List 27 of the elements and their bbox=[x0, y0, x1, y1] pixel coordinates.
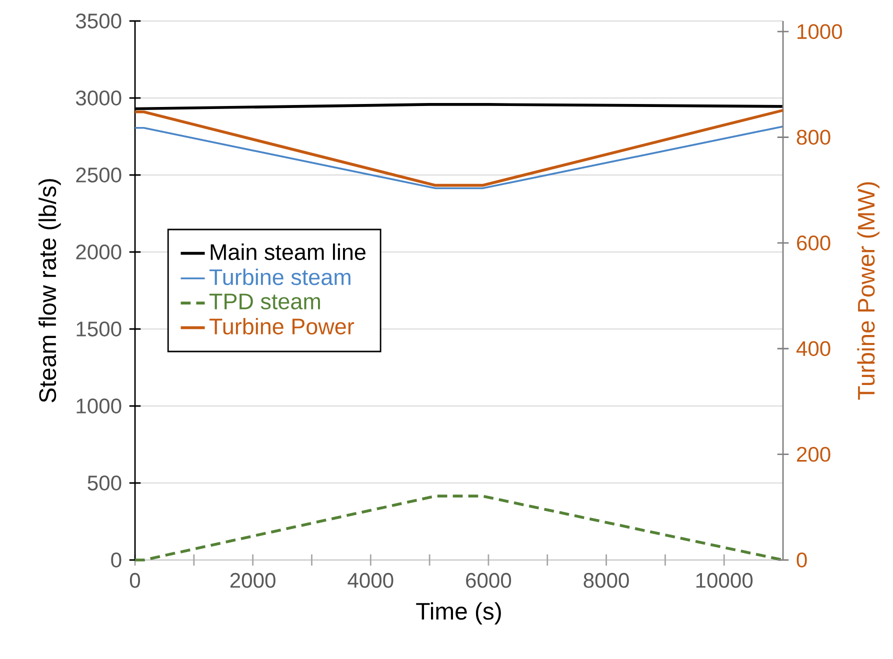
legend-label: Turbine Power bbox=[209, 318, 354, 335]
y2-tick-label: 400 bbox=[796, 341, 830, 356]
legend-label: Turbine steam bbox=[209, 268, 350, 286]
x-axis-title: Time (s) bbox=[416, 602, 501, 624]
y2-tick-label: 1000 bbox=[798, 24, 842, 40]
y-tick-label: 3000 bbox=[76, 90, 122, 106]
x-tick-label: 2000 bbox=[230, 572, 276, 588]
y-tick-label: 1500 bbox=[76, 322, 122, 336]
y2-tick-label: 200 bbox=[797, 446, 830, 462]
y-tick-label: 2000 bbox=[76, 244, 122, 260]
y2-tick-label: 800 bbox=[796, 130, 830, 145]
x-tick-label: 0 bbox=[130, 572, 140, 588]
legend-label: Main steam line bbox=[210, 244, 366, 260]
y2-tick-label: 600 bbox=[797, 235, 830, 250]
y-tick-label: 500 bbox=[88, 476, 122, 490]
x-tick-label: 4000 bbox=[348, 572, 394, 588]
x-tick-label: 10000 bbox=[696, 572, 753, 588]
x-tick-label: 8000 bbox=[584, 572, 629, 588]
x-tick-label: 6000 bbox=[466, 572, 512, 588]
y-tick-label: 1000 bbox=[76, 398, 122, 414]
y2-tick-label: 0 bbox=[796, 552, 807, 568]
y-tick-label: 0 bbox=[111, 552, 122, 568]
y-tick-label: 2500 bbox=[76, 168, 122, 182]
y-axis-title: Steam flow rate (lb/s) bbox=[38, 179, 61, 402]
y2-axis-title: Turbine Power (MW) bbox=[857, 182, 880, 400]
y-tick-label: 3500 bbox=[76, 14, 122, 28]
legend-label: TPD steam bbox=[209, 294, 320, 310]
